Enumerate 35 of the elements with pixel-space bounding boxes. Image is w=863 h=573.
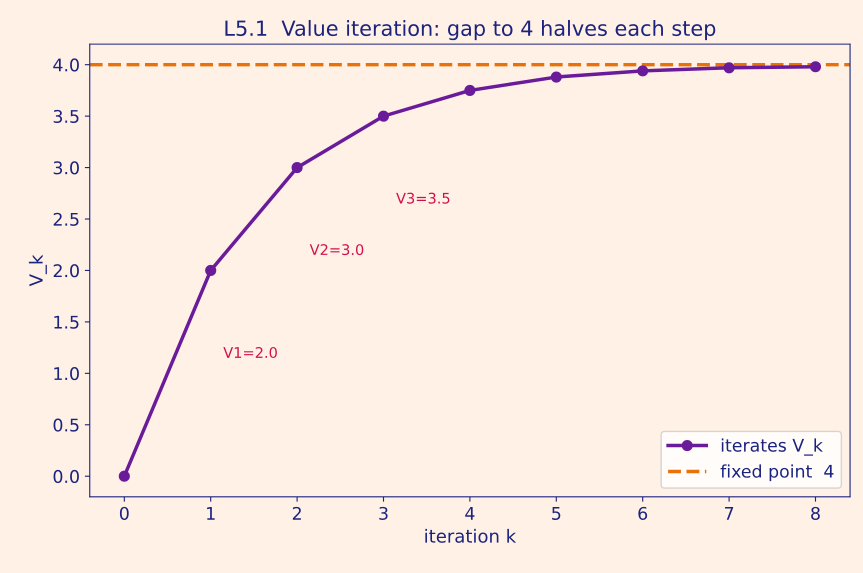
point xyxy=(810,61,822,72)
x-tick-label: 5 xyxy=(552,507,560,520)
point xyxy=(292,162,303,174)
y-tick-label: 3.0 xyxy=(54,161,79,174)
x-tick-label: 1 xyxy=(207,507,215,520)
y-tick-label: 1.0 xyxy=(54,367,79,380)
chart-title: L5.1 Value iteration: gap to 4 halves each step xyxy=(225,20,716,40)
point xyxy=(464,84,476,96)
point xyxy=(550,71,562,83)
annotation: V1=2.0 xyxy=(223,346,277,358)
point xyxy=(724,62,735,74)
point xyxy=(118,470,130,482)
y-tick-label: 3.5 xyxy=(54,110,79,123)
legend-label: fixed point 4 xyxy=(720,464,834,482)
x-tick-label: 7 xyxy=(725,507,734,520)
x-axis-title: iteration k xyxy=(425,528,516,543)
y-tick-label: 2.0 xyxy=(54,264,79,278)
point xyxy=(378,110,390,122)
point xyxy=(205,264,216,276)
x-tick-label: 8 xyxy=(811,506,820,520)
y-tick-label: 0.5 xyxy=(54,418,79,432)
annotation: V3=3.5 xyxy=(396,192,450,204)
x-tick-label: 0 xyxy=(120,506,129,520)
legend-label: iterates V_k xyxy=(722,438,823,456)
y-tick-label: 2.5 xyxy=(54,212,79,226)
y-tick-label: 1.5 xyxy=(54,316,79,329)
y-axis-title: V_k xyxy=(28,254,47,286)
y-tick-label: 0.0 xyxy=(54,470,79,484)
x-tick-label: 2 xyxy=(292,506,301,520)
y-tick-label: 4.0 xyxy=(53,58,79,72)
x-tick-label: 3 xyxy=(379,506,388,520)
point xyxy=(637,65,648,76)
annotation: V2=3.0 xyxy=(310,244,364,256)
x-tick-label: 4 xyxy=(465,507,474,520)
x-tick-label: 6 xyxy=(638,506,648,520)
